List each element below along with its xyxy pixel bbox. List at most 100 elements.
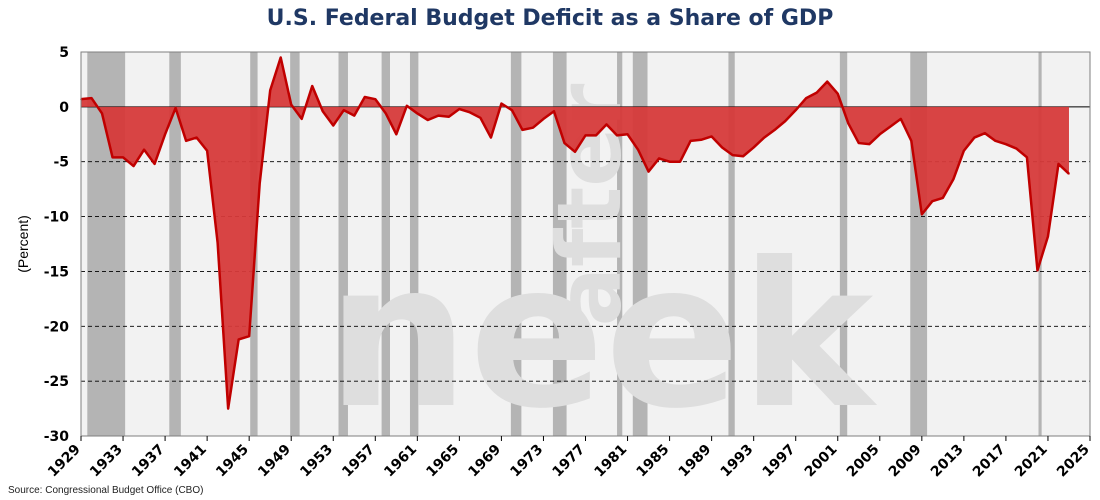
data-point-1957: [374, 98, 377, 100]
recession-band: [617, 52, 623, 436]
data-point-2004: [868, 143, 871, 145]
watermark-line-2: neek: [327, 220, 878, 453]
data-point-1942: [216, 242, 219, 244]
data-point-1965: [458, 108, 461, 110]
x-tick-label: 1949: [255, 442, 294, 481]
data-point-2022: [1057, 163, 1060, 165]
data-point-1984: [658, 157, 660, 160]
data-point-2015: [984, 132, 986, 134]
data-point-2002: [847, 122, 850, 125]
data-point-1946: [258, 182, 261, 185]
data-point-1977: [584, 134, 587, 137]
source-note: Source: Congressional Budget Office (CBO…: [8, 485, 204, 496]
data-point-1978: [595, 134, 597, 137]
data-point-1961: [416, 112, 419, 115]
data-point-1932: [111, 156, 114, 159]
y-axis-ticks: 5 0 -5 -10 -15 -20 -25 -30: [44, 45, 70, 445]
data-point-1967: [479, 117, 482, 119]
data-point-1987: [689, 140, 692, 142]
recession-band: [510, 52, 522, 436]
data-point-1962: [427, 119, 429, 121]
data-point-1999: [815, 91, 818, 94]
data-point-1979: [605, 123, 608, 126]
data-point-1930: [90, 97, 93, 99]
data-point-1983: [647, 170, 650, 173]
recession-band: [381, 52, 391, 436]
data-point-1992: [742, 155, 744, 158]
data-point-1958: [385, 112, 387, 115]
data-point-1947: [269, 89, 271, 92]
data-point-2008: [910, 140, 913, 142]
data-point-2000: [826, 80, 829, 83]
data-point-2005: [878, 133, 881, 136]
data-point-1954: [342, 109, 345, 111]
recession-band: [728, 52, 735, 436]
data-point-1994: [763, 136, 765, 139]
data-point-1933: [122, 156, 124, 159]
y-tick-label: -30: [44, 429, 70, 445]
data-point-2019: [1026, 156, 1028, 159]
data-point-1936: [153, 163, 156, 165]
data-point-1998: [805, 97, 808, 99]
data-point-1949: [290, 103, 293, 106]
y-tick-label: 5: [59, 45, 69, 61]
data-point-2011: [942, 197, 944, 199]
data-point-1993: [752, 146, 755, 149]
data-point-1969: [500, 102, 503, 105]
data-point-1971: [521, 129, 524, 131]
data-point-2009: [921, 213, 923, 216]
data-point-2012: [952, 178, 955, 181]
data-point-1931: [101, 112, 103, 115]
recession-band: [338, 52, 348, 436]
data-point-2003: [857, 142, 860, 144]
data-point-1956: [363, 96, 366, 98]
data-point-1944: [237, 338, 240, 341]
data-point-1935: [143, 148, 145, 151]
data-point-1991: [731, 154, 734, 156]
data-point-2020: [1036, 269, 1039, 272]
x-tick-label: 1933: [87, 442, 126, 481]
recession-band: [169, 52, 181, 436]
data-point-1951: [311, 85, 314, 87]
data-point-2001: [836, 92, 839, 95]
data-point-1975: [563, 142, 566, 144]
data-point-1980: [616, 134, 618, 137]
data-point-2013: [963, 149, 965, 152]
data-point-1995: [773, 129, 776, 131]
data-point-1985: [668, 160, 671, 163]
data-point-2006: [889, 125, 892, 128]
x-tick-label: 2025: [1054, 442, 1093, 481]
watermark: after neek: [327, 83, 878, 453]
data-point-2017: [1005, 143, 1007, 145]
data-point-1940: [195, 136, 198, 139]
x-tick-label: 1945: [213, 442, 252, 481]
data-point-1945: [248, 335, 250, 337]
x-tick-label: 1929: [45, 442, 84, 481]
x-tick-label: 2017: [970, 442, 1009, 481]
data-point-1981: [626, 133, 629, 136]
data-point-1996: [784, 120, 786, 122]
y-tick-label: 0: [59, 100, 69, 116]
data-point-1973: [542, 118, 545, 120]
data-point-1943: [227, 407, 229, 410]
deficit-series: [80, 56, 1070, 410]
recession-band: [409, 52, 419, 436]
data-point-2023: [1068, 172, 1070, 175]
data-point-2018: [1015, 147, 1018, 150]
data-point-1989: [710, 135, 713, 138]
data-point-2014: [973, 136, 976, 139]
data-point-1997: [794, 109, 797, 111]
y-tick-label: -20: [44, 319, 70, 335]
data-point-1955: [353, 114, 356, 117]
y-tick-label: -5: [53, 155, 69, 171]
data-point-2007: [900, 118, 902, 120]
data-point-1948: [279, 56, 282, 59]
data-point-1988: [700, 138, 702, 141]
data-point-1970: [511, 109, 513, 111]
recession-band: [552, 52, 567, 436]
y-tick-label: -10: [44, 210, 70, 226]
data-point-1974: [553, 110, 555, 113]
data-point-1952: [321, 110, 324, 113]
x-tick-label: 1953: [297, 442, 336, 481]
